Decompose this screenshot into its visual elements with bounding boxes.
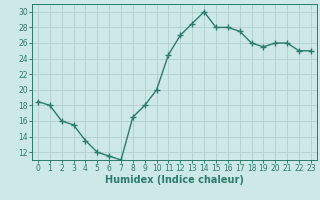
- X-axis label: Humidex (Indice chaleur): Humidex (Indice chaleur): [105, 175, 244, 185]
